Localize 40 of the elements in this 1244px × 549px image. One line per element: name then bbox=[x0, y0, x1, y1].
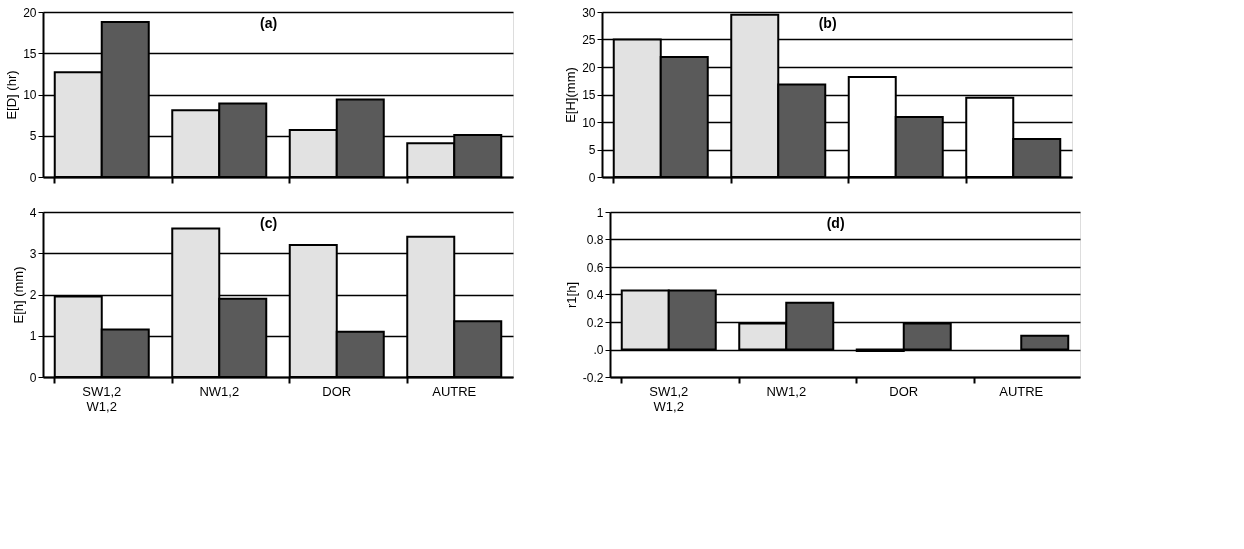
x-tick-label: DOR bbox=[889, 383, 919, 399]
y-tick-label: 2 bbox=[29, 288, 37, 302]
y-tick-label: 0 bbox=[29, 370, 37, 385]
y-axis-title: E[H](mm) bbox=[563, 67, 579, 123]
y-tick-label: -0.2 bbox=[582, 370, 604, 385]
y-tick-label: 1 bbox=[596, 205, 604, 220]
y-tick-label: 1 bbox=[29, 329, 37, 344]
chart-title: (d) bbox=[826, 215, 845, 231]
y-tick-label: .0 bbox=[593, 343, 604, 357]
chart-title: (c) bbox=[260, 215, 278, 231]
x-tick-label: AUTRE bbox=[432, 383, 477, 399]
y-tick-label: 25 bbox=[582, 33, 596, 47]
x-tick-label: SW1,2 W1,2 bbox=[82, 383, 122, 414]
y-tick-label: 30 bbox=[582, 5, 596, 20]
y-axis-title: E[D] (hr) bbox=[4, 70, 20, 120]
chart-title: (b) bbox=[818, 15, 837, 31]
x-tick-label: SW1,2 W1,2 bbox=[649, 383, 689, 414]
x-tick-label: NW1,2 bbox=[766, 383, 807, 399]
y-tick-label: 0.4 bbox=[586, 288, 604, 302]
y-tick-label: 0 bbox=[29, 170, 37, 185]
y-tick-label: 20 bbox=[23, 5, 37, 20]
y-tick-label: 0.8 bbox=[586, 233, 604, 247]
y-tick-label: 3 bbox=[29, 246, 37, 261]
y-tick-label: 15 bbox=[23, 46, 37, 61]
y-tick-label: 10 bbox=[582, 115, 596, 130]
y-tick-label: 10 bbox=[23, 88, 37, 102]
y-tick-label: 5 bbox=[588, 143, 596, 157]
y-tick-label: 20 bbox=[582, 60, 596, 75]
y-tick-label: 0 bbox=[588, 170, 596, 185]
x-tick-label: NW1,2 bbox=[199, 383, 240, 399]
y-tick-label: 5 bbox=[29, 129, 37, 144]
y-tick-label: 15 bbox=[582, 88, 596, 102]
chart-title: (a) bbox=[260, 15, 278, 31]
y-tick-label: 0.2 bbox=[586, 315, 604, 330]
y-axis-title: E[h] (mm) bbox=[10, 266, 26, 324]
x-tick-label: DOR bbox=[322, 383, 352, 399]
y-tick-label: 0.6 bbox=[586, 260, 604, 275]
y-axis-title: r1[h] bbox=[563, 281, 579, 309]
x-tick-label: AUTRE bbox=[999, 383, 1044, 399]
y-tick-label: 4 bbox=[29, 205, 37, 220]
